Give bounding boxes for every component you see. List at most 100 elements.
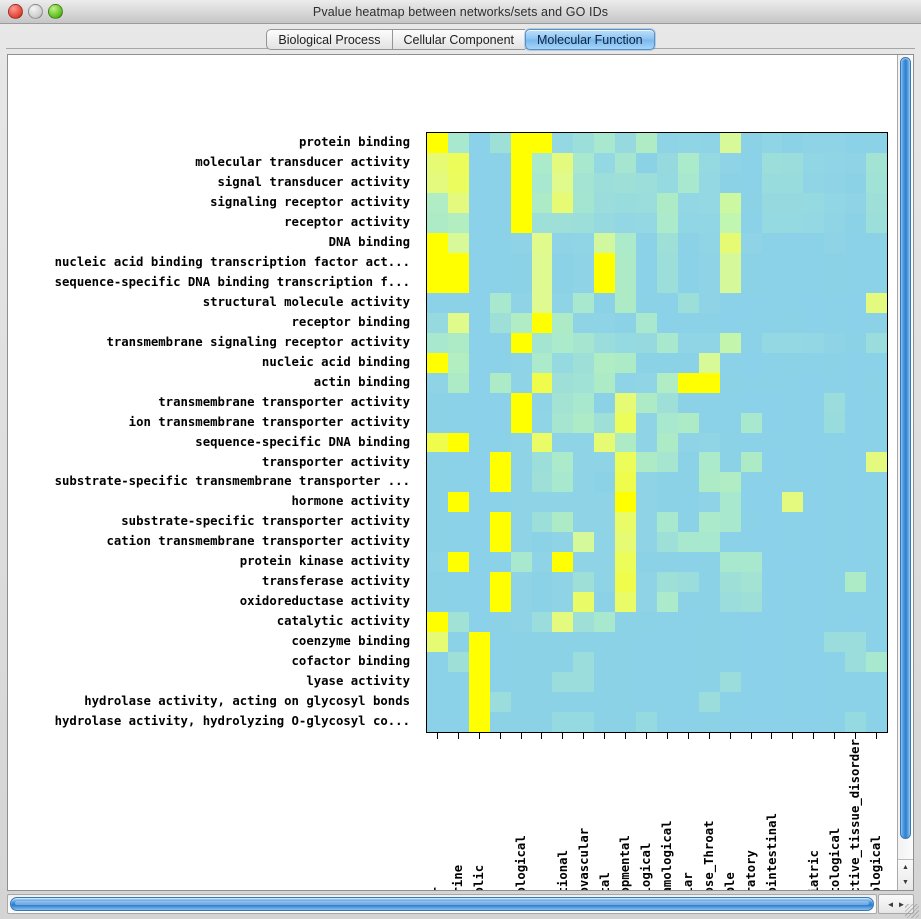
heatmap-cell[interactable]	[531, 292, 553, 313]
heatmap-cell[interactable]	[761, 392, 783, 413]
heatmap-cell[interactable]	[698, 432, 720, 453]
heatmap-cell[interactable]	[510, 292, 532, 313]
heatmap-cell[interactable]	[615, 352, 637, 373]
heatmap-cell[interactable]	[698, 272, 720, 293]
heatmap-cell[interactable]	[552, 252, 574, 273]
heatmap-cell[interactable]	[740, 572, 762, 593]
heatmap-cell[interactable]	[468, 512, 490, 533]
heatmap-cell[interactable]	[803, 252, 825, 273]
heatmap-cell[interactable]	[573, 712, 595, 732]
heatmap-cell[interactable]	[845, 452, 867, 473]
heatmap-cell[interactable]	[761, 452, 783, 473]
heatmap-cell[interactable]	[468, 532, 490, 553]
heatmap-cell[interactable]	[489, 652, 511, 673]
heatmap-cell[interactable]	[677, 592, 699, 613]
heatmap-cell[interactable]	[510, 632, 532, 653]
heatmap-cell[interactable]	[552, 332, 574, 353]
heatmap-cell[interactable]	[573, 532, 595, 553]
heatmap-cell[interactable]	[468, 332, 490, 353]
heatmap-cell[interactable]	[761, 172, 783, 193]
heatmap-cell[interactable]	[636, 532, 657, 553]
heatmap-cell[interactable]	[719, 212, 741, 233]
heatmap-cell[interactable]	[427, 172, 448, 193]
heatmap-cell[interactable]	[824, 632, 846, 653]
heatmap-cell[interactable]	[677, 212, 699, 233]
tab-molecular-function[interactable]: Molecular Function	[525, 28, 655, 50]
heatmap-cell[interactable]	[594, 692, 616, 713]
heatmap-cell[interactable]	[677, 232, 699, 253]
heatmap-cell[interactable]	[573, 152, 595, 173]
heatmap-cell[interactable]	[573, 232, 595, 253]
heatmap-cell[interactable]	[552, 312, 574, 333]
heatmap-cell[interactable]	[698, 152, 720, 173]
heatmap-cell[interactable]	[573, 412, 595, 433]
heatmap-cell[interactable]	[719, 232, 741, 253]
heatmap-cell[interactable]	[447, 352, 469, 373]
heatmap-cell[interactable]	[594, 172, 616, 193]
heatmap-cell[interactable]	[866, 133, 887, 153]
heatmap-cell[interactable]	[427, 512, 448, 533]
heatmap-cell[interactable]	[803, 232, 825, 253]
heatmap-cell[interactable]	[594, 272, 616, 293]
heatmap-cell[interactable]	[782, 352, 804, 373]
heatmap-cell[interactable]	[761, 492, 783, 513]
heatmap-cell[interactable]	[761, 332, 783, 353]
heatmap-cell[interactable]	[447, 133, 469, 153]
heatmap-cell[interactable]	[656, 252, 678, 273]
heatmap-cell[interactable]	[489, 332, 511, 353]
heatmap-cell[interactable]	[782, 272, 804, 293]
heatmap-cell[interactable]	[552, 452, 574, 473]
heatmap-cell[interactable]	[782, 492, 804, 513]
heatmap-cell[interactable]	[824, 612, 846, 633]
heatmap-cell[interactable]	[510, 372, 532, 393]
heatmap-cell[interactable]	[740, 672, 762, 693]
heatmap-cell[interactable]	[656, 572, 678, 593]
heatmap-cell[interactable]	[468, 232, 490, 253]
heatmap-cell[interactable]	[782, 312, 804, 333]
heatmap-cell[interactable]	[552, 372, 574, 393]
heatmap-cell[interactable]	[636, 252, 657, 273]
heatmap-cell[interactable]	[510, 212, 532, 233]
heatmap-cell[interactable]	[803, 272, 825, 293]
heatmap-cell[interactable]	[803, 372, 825, 393]
heatmap-cell[interactable]	[510, 592, 532, 613]
tab-cellular-component[interactable]: Cellular Component	[391, 28, 525, 50]
heatmap-cell[interactable]	[636, 332, 657, 353]
heatmap-cell[interactable]	[447, 192, 469, 213]
heatmap-cell[interactable]	[782, 572, 804, 593]
heatmap-cell[interactable]	[677, 652, 699, 673]
heatmap-cell[interactable]	[552, 572, 574, 593]
heatmap-cell[interactable]	[824, 392, 846, 413]
heatmap-cell[interactable]	[698, 692, 720, 713]
heatmap-cell[interactable]	[427, 133, 448, 153]
heatmap-cell[interactable]	[510, 352, 532, 373]
scroll-right-icon[interactable]: ►	[897, 899, 906, 909]
heatmap-cell[interactable]	[719, 172, 741, 193]
heatmap-cell[interactable]	[656, 232, 678, 253]
heatmap-cell[interactable]	[740, 492, 762, 513]
heatmap-cell[interactable]	[782, 532, 804, 553]
heatmap-cell[interactable]	[677, 352, 699, 373]
heatmap-cell[interactable]	[698, 512, 720, 533]
heatmap-cell[interactable]	[468, 412, 490, 433]
heatmap-cell[interactable]	[636, 592, 657, 613]
heatmap-cell[interactable]	[824, 432, 846, 453]
heatmap-cell[interactable]	[845, 512, 867, 533]
heatmap-cell[interactable]	[761, 672, 783, 693]
heatmap-cell[interactable]	[489, 352, 511, 373]
heatmap-cell[interactable]	[677, 192, 699, 213]
heatmap-cell[interactable]	[447, 412, 469, 433]
heatmap-cell[interactable]	[489, 532, 511, 553]
heatmap-cell[interactable]	[594, 452, 616, 473]
heatmap-cell[interactable]	[594, 252, 616, 273]
heatmap-cell[interactable]	[447, 272, 469, 293]
scroll-left-icon[interactable]: ◄	[886, 899, 895, 909]
heatmap-cell[interactable]	[531, 192, 553, 213]
heatmap-cell[interactable]	[468, 612, 490, 633]
heatmap-cell[interactable]	[866, 692, 887, 713]
heatmap-cell[interactable]	[615, 372, 637, 393]
heatmap-cell[interactable]	[740, 632, 762, 653]
heatmap-cell[interactable]	[531, 652, 553, 673]
heatmap-cell[interactable]	[447, 292, 469, 313]
heatmap-cell[interactable]	[552, 712, 574, 732]
